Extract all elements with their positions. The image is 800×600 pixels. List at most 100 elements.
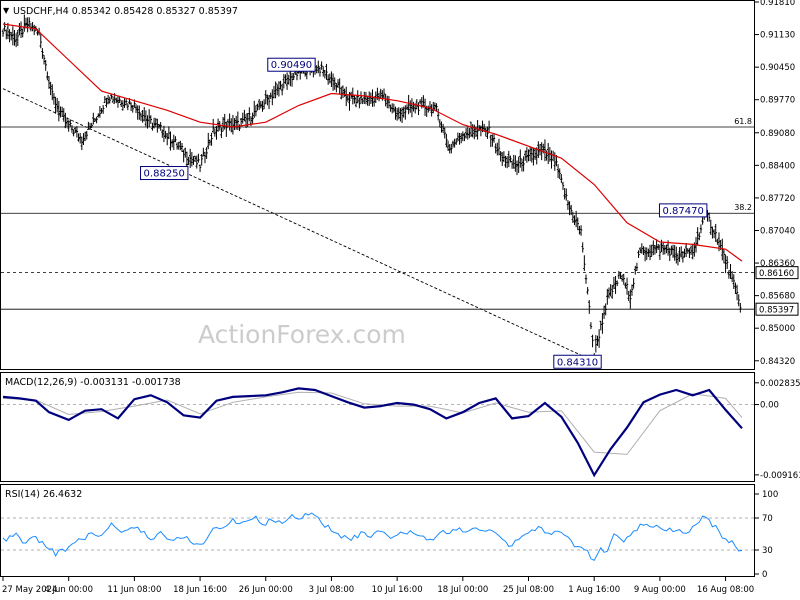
price-bar [665, 244, 668, 254]
fib-level-label: 61.8 [734, 117, 752, 126]
price-bar [262, 99, 266, 110]
price-bar [594, 335, 598, 353]
price-bar [525, 147, 529, 163]
price-bar [494, 143, 497, 154]
price-level-box [755, 266, 799, 280]
price-bar [103, 96, 107, 104]
price-bar [330, 71, 333, 88]
price-bar [179, 140, 182, 151]
price-bar [473, 124, 476, 140]
price-bar [455, 138, 458, 145]
price-bar [698, 232, 701, 241]
price-bar [609, 284, 612, 297]
rsi-y-axis: 100 70 30 0 [755, 490, 778, 580]
price-bar [497, 138, 501, 156]
price-bar [469, 121, 473, 137]
annotation-label: 0.90490 [271, 60, 312, 71]
macd-line [2, 387, 743, 478]
price-bar [331, 73, 335, 91]
price-bar [285, 72, 289, 90]
price-bar [576, 217, 579, 231]
price-bar [97, 113, 100, 118]
price-bar [392, 103, 396, 113]
price-bar [409, 100, 412, 113]
price-bar [343, 88, 346, 97]
price-bar [440, 121, 443, 133]
price-y-tick-label: 0.87040 [760, 226, 795, 236]
price-bar [170, 139, 174, 148]
price-bar [386, 95, 389, 109]
price-bar [5, 29, 8, 40]
macd-y-tick-label: 0.00 [760, 401, 779, 411]
price-bar [353, 94, 356, 104]
price-bar [279, 80, 282, 90]
price-bar [661, 242, 665, 255]
price-level-box-label: 0.85397 [759, 306, 794, 316]
price-bar [630, 284, 634, 296]
price-bar [272, 85, 276, 99]
price-bar [44, 59, 47, 71]
price-bar [612, 276, 616, 290]
price-bar [205, 147, 208, 159]
price-bar [517, 156, 520, 173]
price-bar [570, 204, 573, 216]
price-bar [10, 31, 13, 41]
price-bar [430, 104, 433, 117]
price-bar [47, 76, 51, 89]
price-bar [154, 118, 157, 127]
price-bar [198, 164, 202, 173]
price-bar [152, 117, 156, 129]
price-y-tick-label: 0.85000 [760, 324, 795, 334]
price-bar [464, 128, 468, 139]
price-bar [55, 98, 59, 113]
price-bar [676, 253, 680, 266]
price-bar [735, 284, 739, 301]
price-bar [632, 278, 635, 289]
price-bar [320, 61, 323, 70]
price-bar [49, 81, 52, 96]
price-bar [395, 107, 399, 121]
price-bar [116, 96, 120, 108]
price-bar [210, 132, 213, 146]
price-bar [734, 282, 737, 295]
price-bar [476, 119, 479, 140]
price-bar [615, 280, 619, 287]
price-bar [382, 88, 386, 99]
price-bar [597, 329, 601, 348]
macd-title: MACD(12,26,9) -0.003131 -0.001738 [5, 377, 181, 388]
price-bar [106, 94, 110, 105]
price-title: USDCHF,H4 0.85342 0.85428 0.85327 0.8539… [13, 6, 238, 17]
price-y-tick-label: 0.89770 [760, 96, 795, 106]
price-bar [505, 156, 509, 169]
price-bar [175, 142, 179, 150]
price-bar [712, 229, 716, 239]
price-bar [527, 149, 530, 162]
price-bar [673, 244, 676, 261]
price-bar [729, 264, 732, 279]
annotation-box [658, 203, 708, 218]
price-bar [489, 134, 492, 147]
price-bar [532, 147, 535, 166]
price-bar [234, 115, 238, 130]
price-bar [292, 72, 295, 81]
price-bar [707, 212, 711, 222]
price-bar [74, 127, 77, 134]
price-bar [379, 88, 382, 99]
price-bar [611, 284, 614, 299]
price-bar [336, 79, 340, 89]
price-bar [696, 227, 699, 246]
x-tick-label: 10 Jul 16:00 [372, 585, 423, 595]
down-arrow-icon: ▼ [3, 6, 10, 15]
price-bar [167, 126, 171, 140]
price-bar [70, 125, 74, 133]
price-bar [195, 155, 198, 169]
price-annotation: 0.84310 [553, 354, 602, 369]
price-bar [24, 17, 28, 29]
price-bar [231, 114, 235, 135]
rsi-y-tick-label: 0 [762, 570, 767, 580]
price-bar [711, 226, 714, 239]
price-bar [164, 130, 167, 139]
price-bar [144, 110, 148, 127]
price-bar [345, 86, 348, 107]
